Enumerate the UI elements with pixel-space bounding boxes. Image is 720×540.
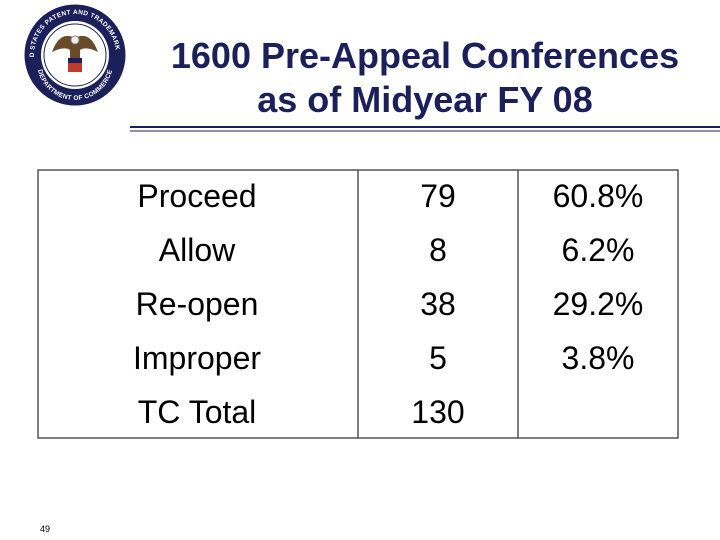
table-cell: 3.8% (562, 340, 635, 376)
title-line: as of Midyear FY 08 (257, 79, 592, 120)
table: Proceed 79 60.8% Allow 8 6.2% Re-open 38 29.2% Im… (37, 169, 679, 439)
table-cell: 60.8% (553, 178, 644, 214)
table-cell: 5 (429, 340, 447, 376)
table-cell: Improper (133, 340, 261, 376)
title-line: 1600 Pre-Appeal Conferences (171, 35, 679, 76)
table-cell: 79 (420, 178, 456, 214)
table-cell: TC Total (138, 394, 257, 430)
table-cell: 38 (420, 286, 456, 322)
table-cell: 8 (429, 232, 447, 268)
page-number: 49 (40, 524, 50, 534)
table-cell: 6.2% (562, 232, 635, 268)
seal: UNITED STATES PATENT AND TRADEMARK OFFIC… (0, 0, 126, 106)
table-cell: Proceed (137, 178, 256, 214)
table-cell: 29.2% (553, 286, 644, 322)
table-cell: Re-open (136, 286, 259, 322)
table-cell: 130 (411, 394, 464, 430)
table-cell: Allow (159, 232, 236, 268)
